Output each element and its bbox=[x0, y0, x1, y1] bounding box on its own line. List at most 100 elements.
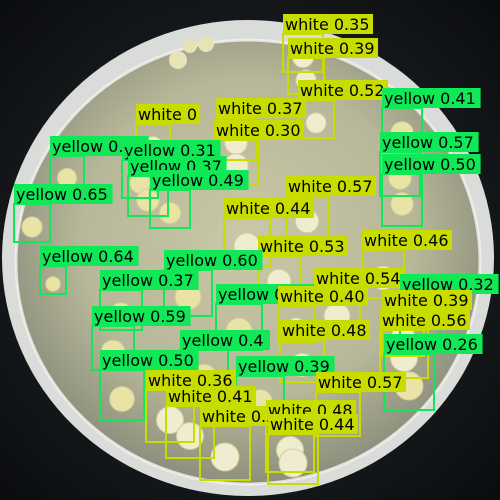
detection-label: white 0.54 bbox=[314, 268, 404, 288]
label-text: white 0.53 bbox=[260, 237, 345, 256]
label-text: yellow 0.32 bbox=[402, 275, 494, 294]
label-background bbox=[224, 198, 314, 218]
label-background bbox=[280, 320, 370, 340]
label-text: white 0.39 bbox=[384, 291, 469, 310]
label-text: white 0.37 bbox=[218, 99, 303, 118]
detection-box-yellow bbox=[39, 265, 67, 295]
detection-label: yellow 0.50 bbox=[382, 154, 481, 174]
label-text: white 0.37 bbox=[202, 407, 287, 426]
label-background bbox=[146, 370, 236, 390]
label-text: yellow 0.37 bbox=[102, 271, 194, 290]
label-background bbox=[316, 372, 406, 392]
label-background bbox=[382, 290, 472, 310]
label-background bbox=[384, 334, 483, 354]
label-background bbox=[214, 120, 304, 140]
label-text: white 0.48 bbox=[282, 321, 367, 340]
label-background bbox=[100, 350, 199, 370]
colony bbox=[305, 112, 327, 134]
label-background bbox=[362, 230, 452, 250]
label-text: yellow 0.65 bbox=[16, 185, 108, 204]
colony bbox=[278, 448, 308, 478]
detection-label: yellow 0.31 bbox=[122, 140, 221, 160]
label-text: yellow 0.39 bbox=[238, 357, 330, 376]
detection-label: white 0 bbox=[136, 104, 201, 124]
label-background bbox=[164, 250, 263, 270]
detection-label: white 0.35 bbox=[283, 14, 373, 34]
label-background bbox=[14, 184, 113, 204]
label-text: yellow 0.57 bbox=[382, 133, 474, 152]
label-background bbox=[314, 268, 404, 288]
label-background bbox=[236, 356, 335, 376]
label-background bbox=[382, 154, 481, 174]
label-text: yellow 0.60 bbox=[166, 251, 258, 270]
label-text: white 0.39 bbox=[290, 39, 375, 58]
detection-label: white 0.48 bbox=[280, 320, 370, 340]
detection-box-yellow bbox=[381, 173, 423, 227]
label-text: white 0.52 bbox=[300, 81, 385, 100]
colony bbox=[390, 192, 414, 216]
label-text: yellow 0.49 bbox=[152, 171, 244, 190]
label-background bbox=[150, 170, 249, 190]
label-text: white 0.56 bbox=[382, 311, 467, 330]
label-text: yellow 0.50 bbox=[384, 155, 476, 174]
detection-box-white bbox=[199, 425, 251, 481]
detection-label: white 0.46 bbox=[362, 230, 452, 250]
detection-label: white 0.30 bbox=[214, 120, 304, 140]
detection-label: yellow 0.60 bbox=[164, 250, 263, 270]
label-background bbox=[278, 286, 368, 306]
detection-label: white 0.37 bbox=[216, 98, 306, 118]
colony bbox=[169, 51, 187, 69]
label-background bbox=[380, 310, 470, 330]
label-background bbox=[286, 176, 376, 196]
label-text: white 0.57 bbox=[318, 373, 403, 392]
label-text: white 0.30 bbox=[216, 121, 301, 140]
detection-label: white 0.36 bbox=[146, 370, 236, 390]
label-text: white 0.35 bbox=[285, 15, 370, 34]
detection-label: yellow 0.57 bbox=[380, 132, 479, 152]
colony bbox=[45, 276, 61, 292]
colony bbox=[158, 201, 182, 225]
detection-label: yellow 0.49 bbox=[150, 170, 249, 190]
detection-box-yellow bbox=[149, 189, 191, 229]
label-text: white 0 bbox=[138, 105, 197, 124]
label-text: yellow 0.31 bbox=[124, 141, 216, 160]
label-text: yellow 0.59 bbox=[94, 307, 186, 326]
label-text: white 0.44 bbox=[270, 415, 355, 434]
label-text: white 0.41 bbox=[168, 387, 253, 406]
detection-label: yellow 0.37 bbox=[100, 270, 199, 290]
label-text: yellow 0.64 bbox=[42, 247, 134, 266]
label-background bbox=[380, 132, 479, 152]
detection-label: white 0.44 bbox=[224, 198, 314, 218]
label-background bbox=[216, 98, 306, 118]
detection-label: yellow 0.4 bbox=[180, 330, 270, 350]
label-text: white 0.57 bbox=[288, 177, 373, 196]
detection-box-white bbox=[267, 433, 319, 485]
label-background bbox=[288, 38, 378, 58]
detection-label: white 0.41 bbox=[166, 386, 256, 406]
label-background bbox=[166, 386, 256, 406]
detection-label: white 0.57 bbox=[316, 372, 406, 392]
colony bbox=[109, 386, 135, 412]
label-background bbox=[298, 80, 388, 100]
label-text: white 0.36 bbox=[148, 371, 233, 390]
label-text: white 0.44 bbox=[226, 199, 311, 218]
label-background bbox=[268, 414, 358, 434]
label-text: yellow 0.26 bbox=[386, 335, 478, 354]
label-text: yellow 0.40 bbox=[52, 137, 144, 156]
label-background bbox=[382, 88, 481, 108]
detection-box-yellow bbox=[99, 369, 145, 421]
detection-label: yellow 0.32 bbox=[400, 274, 499, 294]
label-background bbox=[100, 270, 199, 290]
detection-label: white 0.57 bbox=[286, 176, 376, 196]
detection-label: white 0.40 bbox=[278, 286, 368, 306]
label-background bbox=[258, 236, 348, 256]
detection-label: white 0.56 bbox=[380, 310, 470, 330]
colony bbox=[198, 36, 214, 52]
label-text: white 0.46 bbox=[364, 231, 449, 250]
label-text: yellow 0.50 bbox=[102, 351, 194, 370]
label-text: yellow 0.41 bbox=[384, 89, 476, 108]
detection-label: yellow 0.65 bbox=[14, 184, 113, 204]
label-background bbox=[92, 306, 191, 326]
